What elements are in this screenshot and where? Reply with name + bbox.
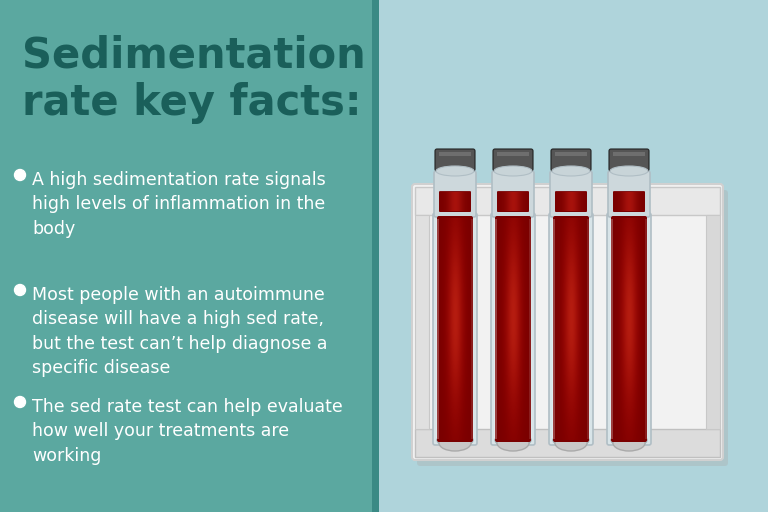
Ellipse shape bbox=[436, 166, 474, 176]
FancyBboxPatch shape bbox=[433, 213, 477, 445]
Ellipse shape bbox=[610, 166, 648, 176]
FancyBboxPatch shape bbox=[609, 149, 649, 171]
FancyBboxPatch shape bbox=[555, 191, 587, 212]
Circle shape bbox=[15, 396, 25, 408]
FancyBboxPatch shape bbox=[434, 171, 476, 217]
FancyBboxPatch shape bbox=[613, 191, 645, 212]
Bar bbox=[436, 219, 439, 439]
Text: The sed rate test can help evaluate
how well your treatments are
working: The sed rate test can help evaluate how … bbox=[32, 398, 343, 464]
FancyBboxPatch shape bbox=[497, 191, 529, 212]
FancyBboxPatch shape bbox=[417, 190, 728, 466]
Circle shape bbox=[15, 285, 25, 295]
Circle shape bbox=[15, 169, 25, 181]
FancyBboxPatch shape bbox=[491, 213, 535, 445]
Text: Most people with an autoimmune
disease will have a high sed rate,
but the test c: Most people with an autoimmune disease w… bbox=[32, 286, 327, 377]
Bar bbox=[439, 152, 471, 156]
FancyBboxPatch shape bbox=[553, 216, 589, 442]
FancyBboxPatch shape bbox=[492, 171, 534, 217]
Bar bbox=[497, 152, 529, 156]
Bar bbox=[415, 429, 720, 457]
Text: Sedimentation: Sedimentation bbox=[22, 34, 366, 76]
FancyBboxPatch shape bbox=[493, 149, 533, 171]
Bar bbox=[494, 219, 497, 439]
Bar bbox=[706, 215, 720, 429]
Bar bbox=[529, 219, 532, 439]
Bar bbox=[372, 0, 379, 512]
Text: A high sedimentation rate signals
high levels of inflammation in the
body: A high sedimentation rate signals high l… bbox=[32, 171, 326, 238]
Ellipse shape bbox=[439, 435, 471, 451]
Bar bbox=[376, 0, 768, 512]
FancyBboxPatch shape bbox=[611, 216, 647, 442]
Bar bbox=[415, 215, 429, 429]
Text: rate key facts:: rate key facts: bbox=[22, 82, 362, 124]
Bar bbox=[587, 219, 590, 439]
Bar bbox=[555, 152, 587, 156]
FancyBboxPatch shape bbox=[550, 171, 592, 217]
FancyBboxPatch shape bbox=[551, 149, 591, 171]
Ellipse shape bbox=[613, 435, 645, 451]
FancyBboxPatch shape bbox=[439, 191, 471, 212]
FancyBboxPatch shape bbox=[495, 216, 531, 442]
Ellipse shape bbox=[437, 433, 473, 447]
Ellipse shape bbox=[497, 435, 529, 451]
Bar bbox=[415, 187, 720, 215]
Ellipse shape bbox=[611, 433, 647, 447]
Bar bbox=[645, 219, 648, 439]
FancyBboxPatch shape bbox=[607, 213, 651, 445]
Bar bbox=[552, 219, 555, 439]
Ellipse shape bbox=[552, 166, 590, 176]
FancyBboxPatch shape bbox=[435, 149, 475, 171]
Bar bbox=[471, 219, 474, 439]
FancyBboxPatch shape bbox=[608, 171, 650, 217]
FancyBboxPatch shape bbox=[549, 213, 593, 445]
FancyBboxPatch shape bbox=[412, 184, 723, 460]
Bar bbox=[613, 152, 645, 156]
Ellipse shape bbox=[553, 433, 589, 447]
Ellipse shape bbox=[495, 433, 531, 447]
FancyBboxPatch shape bbox=[437, 216, 473, 442]
Bar bbox=[610, 219, 613, 439]
Ellipse shape bbox=[494, 166, 532, 176]
Bar bbox=[0, 0, 376, 512]
Ellipse shape bbox=[555, 435, 587, 451]
